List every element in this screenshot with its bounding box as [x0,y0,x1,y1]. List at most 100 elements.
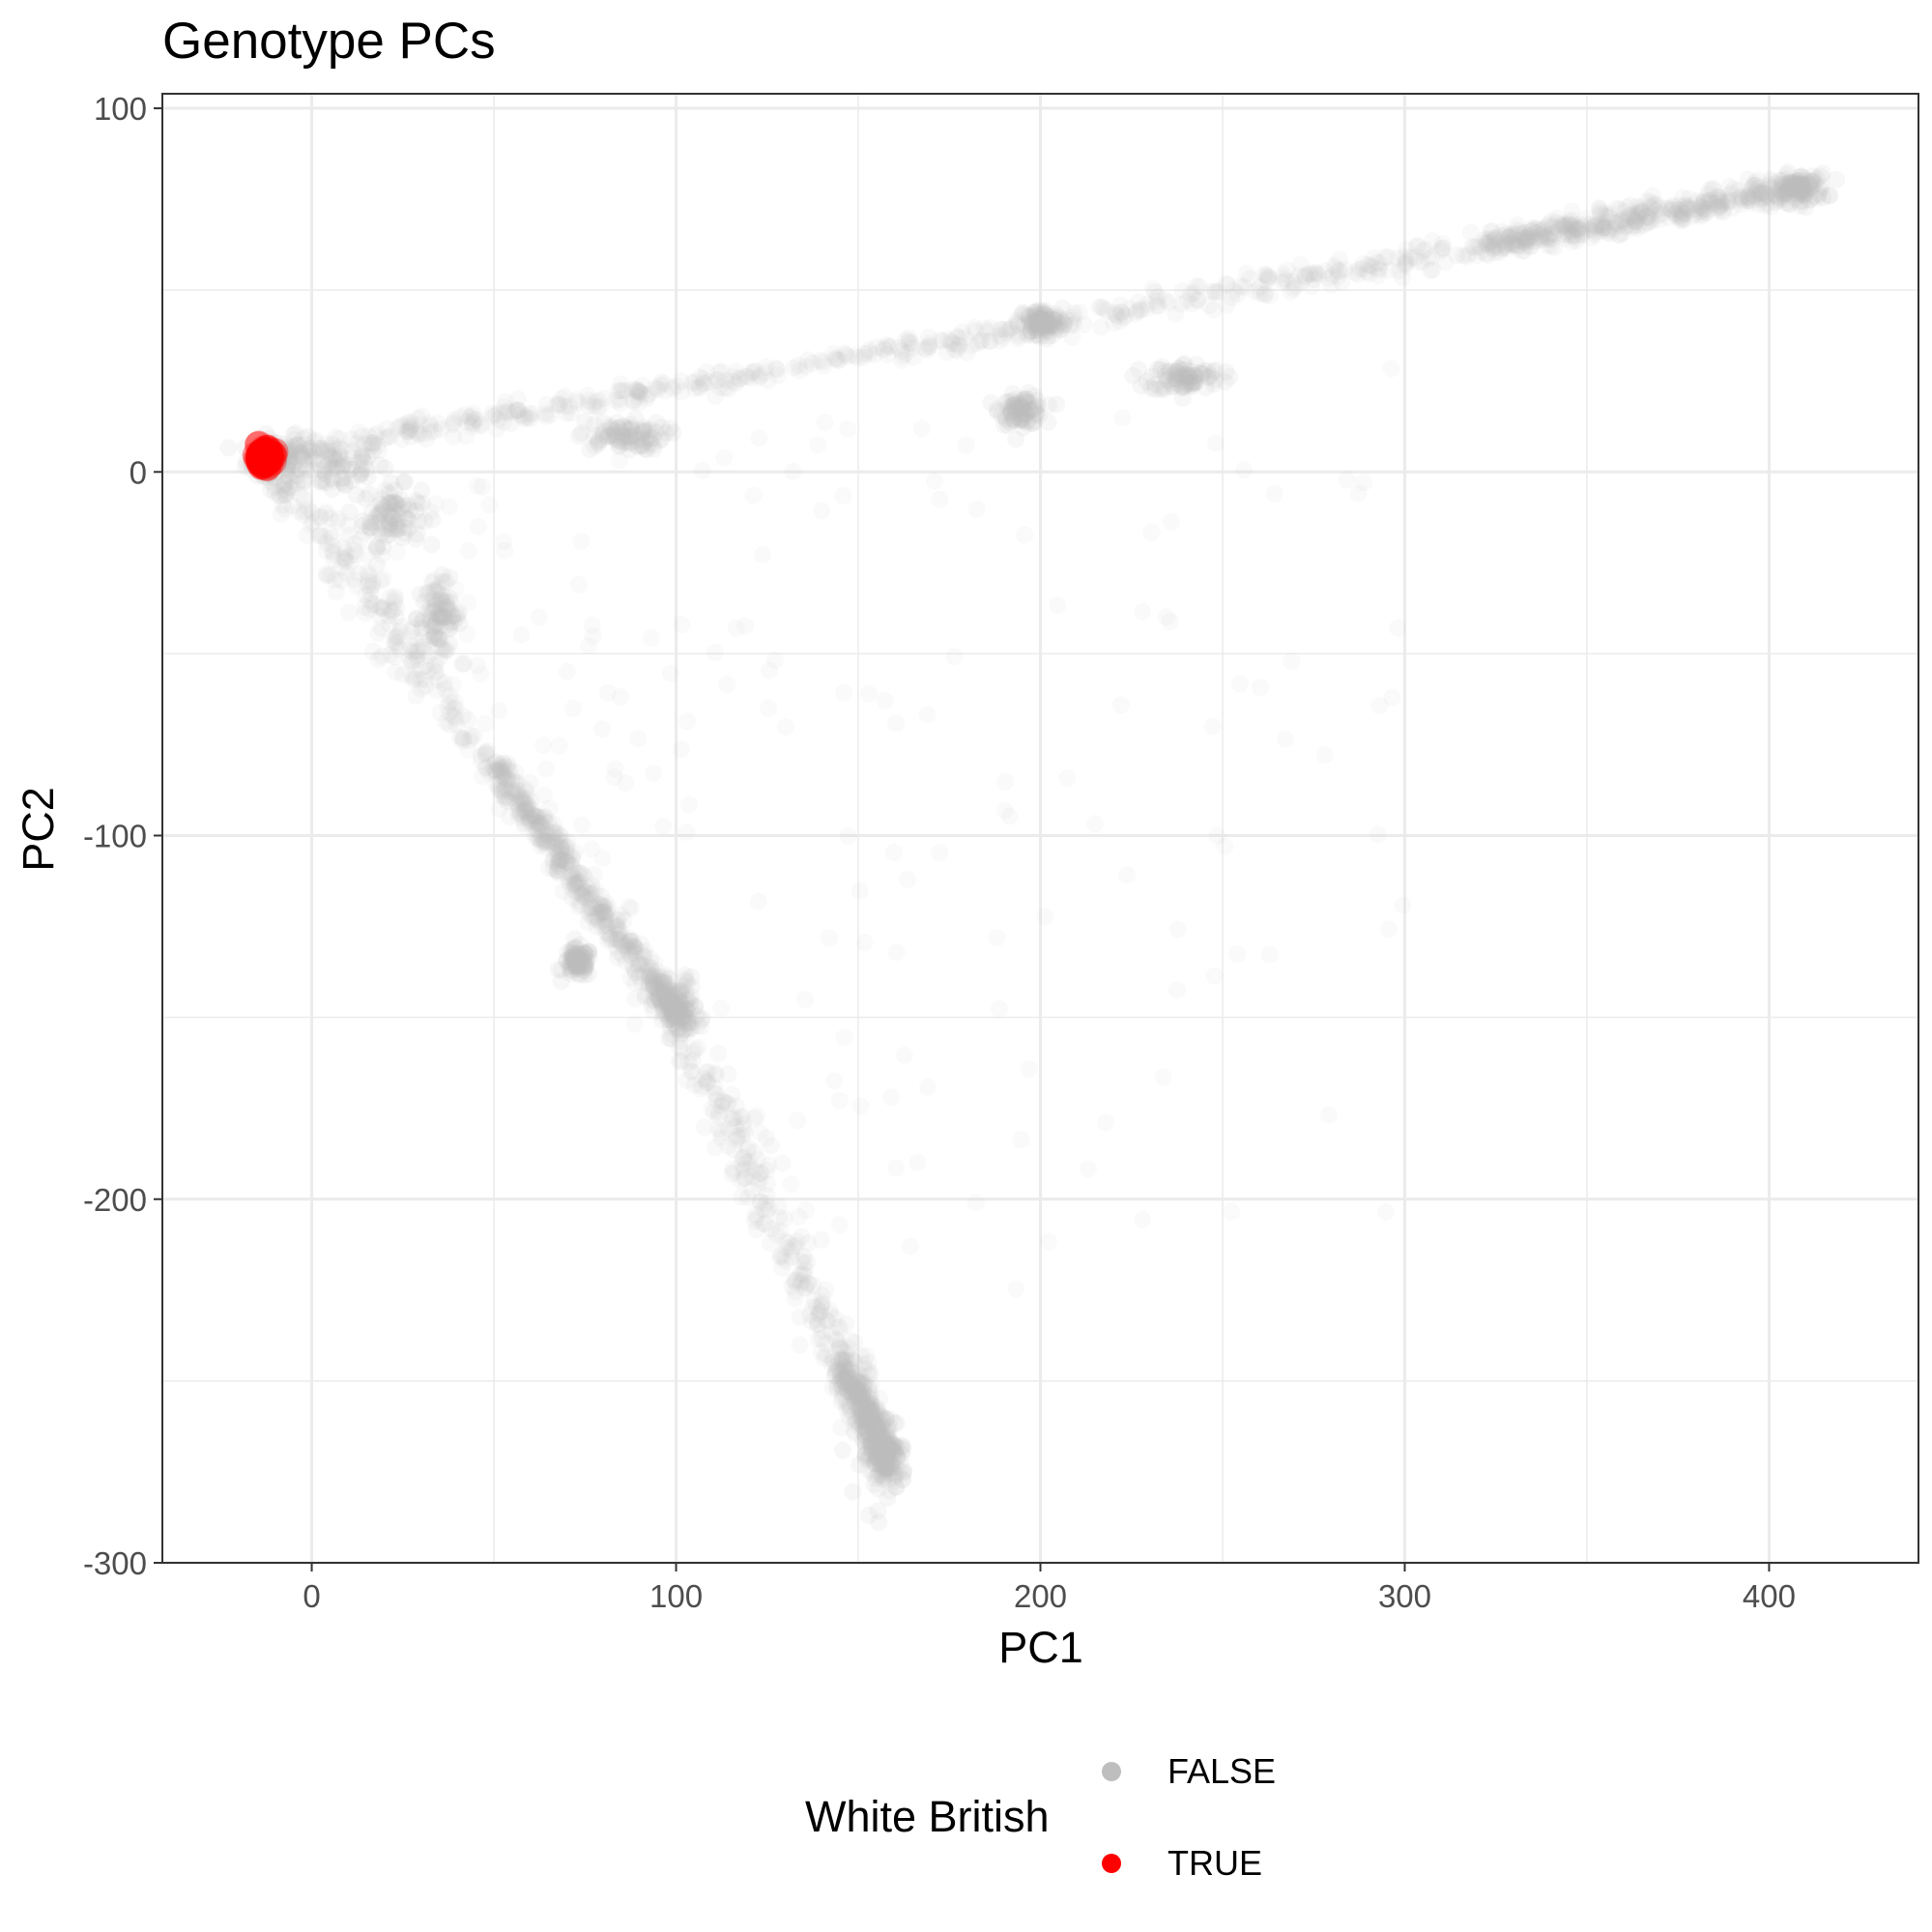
data-point [1024,312,1043,331]
data-point [556,397,574,416]
data-point [1780,176,1799,194]
data-point [1593,215,1611,233]
data-point [529,821,547,839]
data-point [644,976,662,995]
data-point [1565,226,1583,245]
data-point [527,812,545,830]
data-point [981,332,999,351]
data-point [933,332,951,351]
data-point [1642,210,1660,228]
data-point [899,871,917,889]
data-point [1158,371,1176,389]
data-point [513,789,532,807]
data-point [557,404,575,422]
data-point [302,447,320,466]
data-point [388,495,406,513]
data-point [990,999,1008,1018]
data-point [1110,296,1129,314]
data-point [1020,393,1038,412]
data-point [1802,177,1821,195]
data-point [450,615,469,633]
data-point [1047,304,1065,323]
data-point [422,613,441,631]
data-point [654,983,673,1001]
data-point [317,533,335,552]
data-point [1048,395,1066,414]
data-point [574,956,592,974]
data-point [248,435,267,453]
data-point [508,786,527,804]
data-point [594,899,613,917]
data-point [1027,314,1046,332]
data-point [652,983,671,1001]
data-point [1306,263,1324,281]
data-point [866,1446,884,1464]
data-point [304,513,323,532]
data-point [668,377,686,395]
data-point [652,373,671,391]
data-point [570,966,589,984]
data-point [1591,203,1609,221]
data-point [616,937,634,955]
data-point [461,409,479,427]
data-point [266,483,284,502]
data-point [446,411,464,429]
data-point [887,1478,906,1496]
data-point [423,510,442,529]
data-point [1811,180,1830,198]
data-point [265,434,283,452]
data-point [895,1046,913,1064]
data-point [871,1430,889,1449]
data-point [1025,387,1044,405]
data-point [945,334,964,353]
data-point [431,617,449,635]
data-point [1482,232,1500,250]
data-point [557,852,575,871]
data-point [626,410,645,428]
data-point [397,509,416,528]
data-point [325,472,343,490]
data-point [271,450,289,469]
data-point [1008,316,1026,334]
data-point [585,909,603,928]
data-point [1147,292,1166,310]
data-point [316,465,334,483]
data-point [656,987,675,1005]
data-point [254,467,273,485]
data-point [622,899,641,917]
data-point [579,637,597,655]
data-point [573,886,591,905]
data-point [610,923,628,941]
data-point [660,998,678,1017]
data-point [645,967,663,986]
data-point [509,401,528,419]
data-point [576,958,594,976]
data-point [1370,254,1389,273]
data-point [675,999,693,1018]
data-point [1027,405,1046,423]
data-point [1740,188,1758,207]
data-point [661,419,679,438]
data-point [565,875,584,893]
data-point [1259,270,1278,288]
data-point [498,402,516,420]
data-point [1050,321,1068,339]
data-point [1788,178,1806,196]
data-point [691,379,709,397]
data-point [562,889,581,908]
data-point [534,736,553,755]
data-point [668,1011,686,1029]
data-point [550,736,568,755]
data-point [633,973,651,992]
data-point [592,903,611,921]
data-point [1555,229,1573,247]
data-point [585,416,603,434]
data-point [380,494,398,512]
data-point [1286,276,1305,295]
data-point [552,972,570,991]
data-point [1058,769,1077,788]
data-point [416,671,434,689]
data-point [610,418,628,437]
data-point [1024,414,1042,432]
data-point [564,860,583,879]
